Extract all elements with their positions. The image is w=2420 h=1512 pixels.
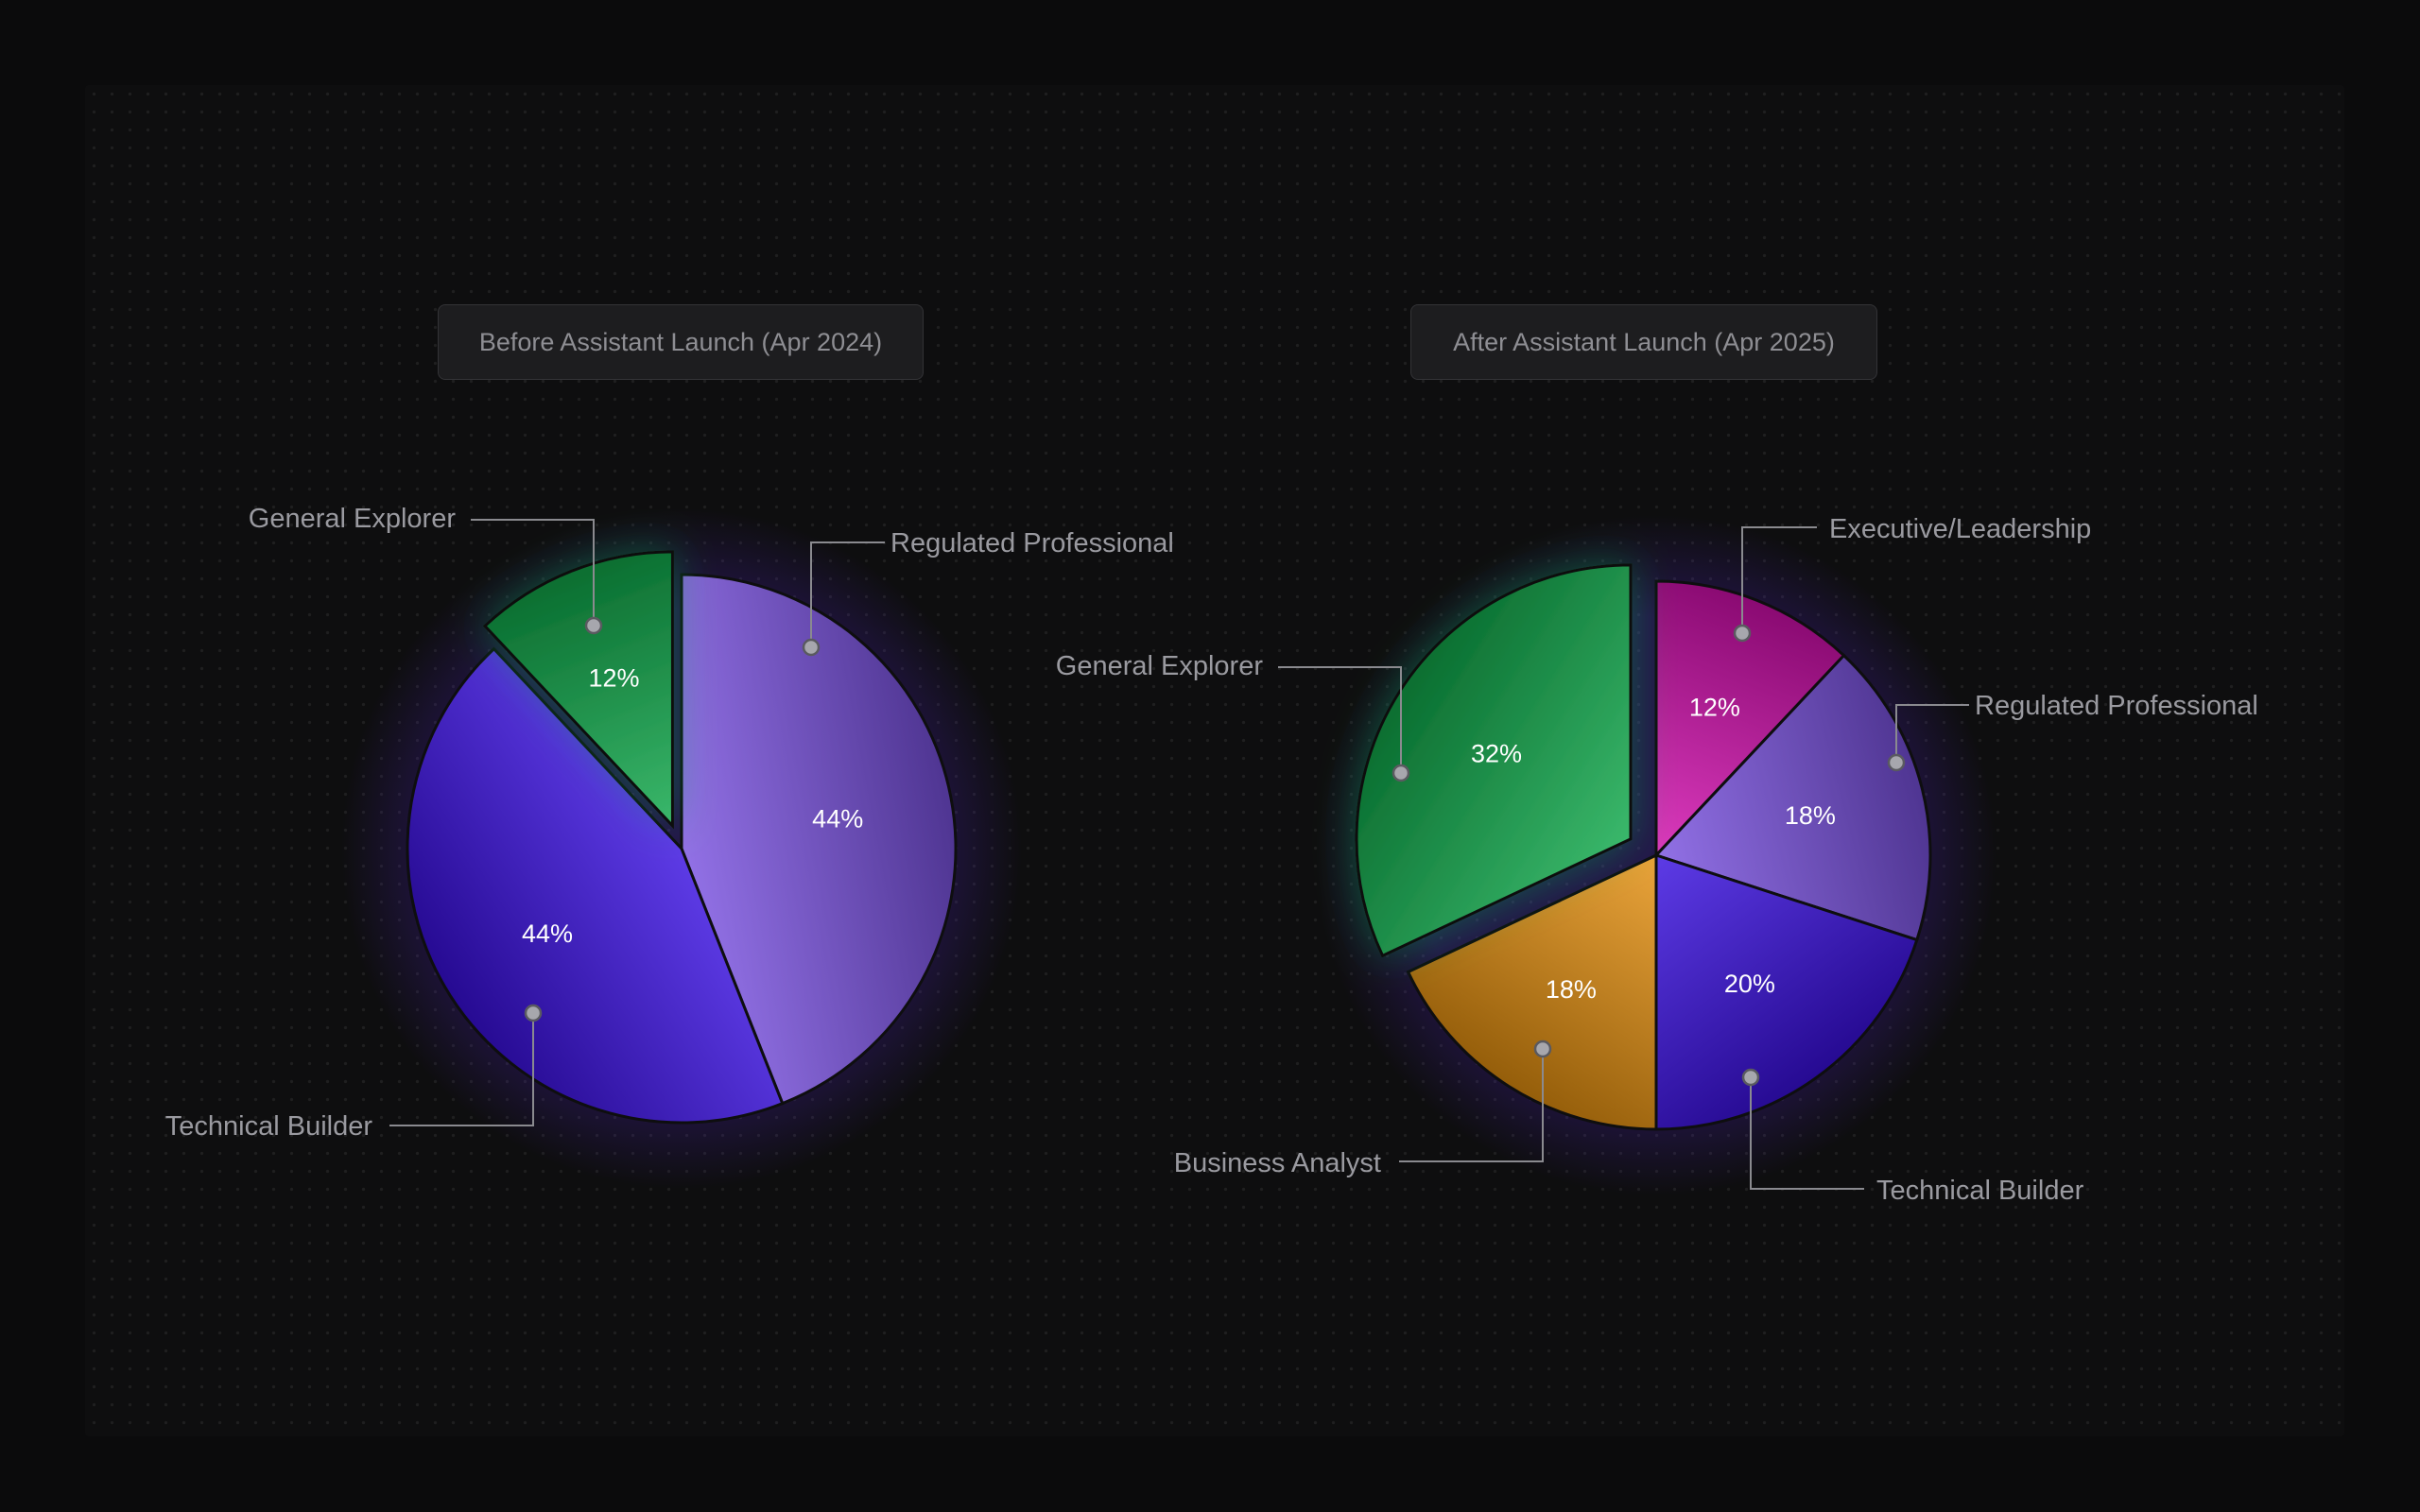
leader-line xyxy=(1278,666,1402,773)
leader-dot xyxy=(1887,753,1906,772)
leader-line xyxy=(1750,1077,1864,1190)
leader-dot xyxy=(802,638,821,657)
pie-slice-regulated-professional[interactable] xyxy=(680,573,958,1106)
pie-slice-general-explorer[interactable] xyxy=(1355,563,1633,958)
pie-slice-executive-leadership[interactable] xyxy=(1654,579,1846,859)
slice-percentage-label: 44% xyxy=(522,919,573,948)
leader-line xyxy=(1895,704,1969,763)
category-label-regulated-professional: Regulated Professional xyxy=(1975,691,2258,721)
category-label-technical-builder: Technical Builder xyxy=(165,1111,373,1142)
slice-percentage-label: 44% xyxy=(812,805,863,833)
slice-percentage-label: 12% xyxy=(588,663,639,692)
category-label-executive-leadership: Executive/Leadership xyxy=(1829,514,2091,544)
pie-slice-regulated-professional[interactable] xyxy=(1653,653,1932,942)
slice-percentage-label: 12% xyxy=(1689,694,1740,722)
leader-line xyxy=(1399,1049,1544,1162)
leader-line xyxy=(471,519,595,626)
leader-dot xyxy=(584,616,603,635)
pie-slice-general-explorer[interactable] xyxy=(482,550,674,830)
slice-percentage-label: 20% xyxy=(1724,970,1775,998)
category-label-regulated-professional: Regulated Professional xyxy=(890,528,1174,558)
pie-slice-technical-builder[interactable] xyxy=(1654,852,1919,1131)
slice-percentage-label: 18% xyxy=(1546,975,1597,1004)
pie-chart-before: 44% 44% 12% Regulated Professional Technical… xyxy=(165,504,1174,1189)
slice-percentage-label: 32% xyxy=(1471,740,1522,768)
category-label-general-explorer: General Explorer xyxy=(1056,651,1264,681)
leader-dot xyxy=(1392,764,1410,782)
leader-line xyxy=(1741,526,1817,633)
leader-line xyxy=(389,1013,534,1126)
slice-percentage-label: 18% xyxy=(1785,801,1836,830)
leader-dot xyxy=(1741,1068,1760,1087)
pie-slice-business-analyst[interactable] xyxy=(1406,852,1658,1131)
pie-chart-after: 12% 18% 20% 18% 32% Executive/Leadership Regul… xyxy=(1056,514,2258,1206)
leader-dot xyxy=(1533,1040,1552,1058)
category-label-business-analyst: Business Analyst xyxy=(1174,1148,1381,1178)
category-label-technical-builder: Technical Builder xyxy=(1876,1176,2084,1206)
leader-line xyxy=(810,541,885,647)
chart-title-before: Before Assistant Launch (Apr 2024) xyxy=(438,304,924,380)
chart-title-after: After Assistant Launch (Apr 2025) xyxy=(1410,304,1877,380)
category-label-general-explorer: General Explorer xyxy=(249,504,457,534)
leader-dot xyxy=(1733,624,1752,643)
pie-slice-technical-builder[interactable] xyxy=(406,646,785,1125)
leader-dot xyxy=(524,1004,543,1022)
